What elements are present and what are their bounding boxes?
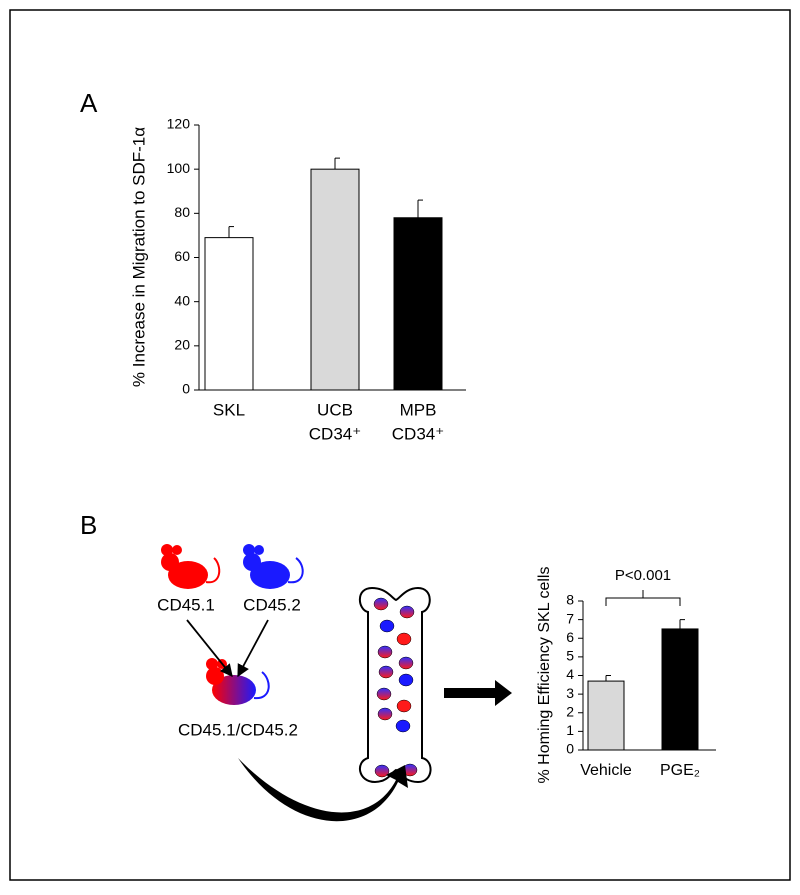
node-label: CD45.2 xyxy=(243,595,301,614)
x-tick-label: Vehicle xyxy=(580,762,632,779)
y-tick-label: 80 xyxy=(174,204,190,220)
x-tick-label: SKL xyxy=(213,400,245,419)
figure-border xyxy=(9,9,791,881)
arrow xyxy=(237,619,269,678)
bone xyxy=(358,586,432,784)
big-arrow xyxy=(444,680,512,706)
arrow xyxy=(186,619,233,677)
curved-arrow xyxy=(238,758,408,822)
y-tick-label: 60 xyxy=(174,248,190,264)
mouse-blue xyxy=(243,544,304,589)
x-tick-label: PGE₂ xyxy=(660,762,700,779)
annotation: P<0.001 xyxy=(615,567,671,584)
y-tick-label: 0 xyxy=(182,381,190,397)
y-axis-label: % Homing Efficiency SKL cells xyxy=(536,567,553,784)
mouse-red xyxy=(161,544,221,589)
y-tick-label: 8 xyxy=(566,592,574,608)
node-label: CD45.1 xyxy=(157,595,215,614)
bar xyxy=(310,168,360,391)
bar xyxy=(587,680,625,751)
mouse-mixed xyxy=(206,658,270,705)
y-tick-label: 1 xyxy=(566,722,574,738)
node-label: CD45.1/CD45.2 xyxy=(178,720,298,739)
significance-bracket xyxy=(605,590,681,606)
y-tick-label: 2 xyxy=(566,703,574,719)
y-tick-label: 6 xyxy=(566,629,574,645)
x-tick-label: CD34⁺ xyxy=(392,424,444,443)
bar xyxy=(393,217,443,391)
panel-label: B xyxy=(80,510,97,540)
y-tick-label: 4 xyxy=(566,666,574,682)
y-tick-label: 100 xyxy=(167,160,191,176)
x-tick-label: UCB xyxy=(317,400,353,419)
y-tick-label: 3 xyxy=(566,685,574,701)
y-tick-label: 5 xyxy=(566,648,574,664)
x-tick-label: CD34⁺ xyxy=(309,424,361,443)
y-tick-label: 40 xyxy=(174,292,190,308)
bar xyxy=(204,237,254,391)
y-tick-label: 120 xyxy=(167,116,191,132)
panel-label: A xyxy=(80,88,98,118)
cells xyxy=(373,597,418,778)
diagram: CD45.1 CD45.2 CD45.1/CD45.2 xyxy=(157,544,512,822)
y-axis-label: % Increase in Migration to SDF-1α xyxy=(129,127,148,387)
y-tick-label: 20 xyxy=(174,337,190,353)
y-tick-label: 7 xyxy=(566,610,574,626)
x-tick-label: MPB xyxy=(400,400,437,419)
y-tick-label: 0 xyxy=(566,741,574,757)
bar xyxy=(661,628,699,751)
